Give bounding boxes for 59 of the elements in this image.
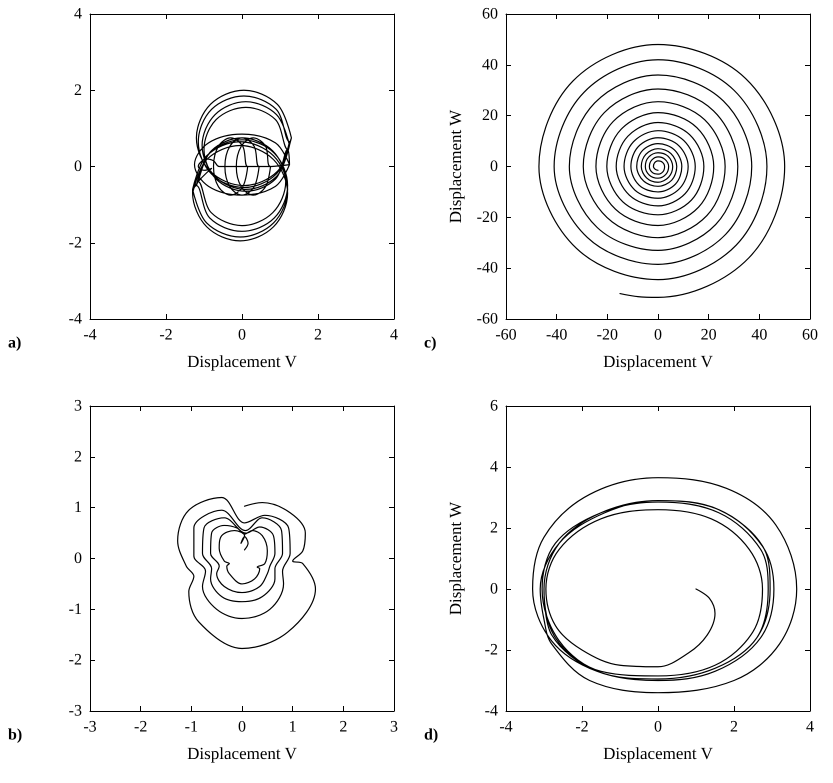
x-tick-label: -20 xyxy=(596,326,618,344)
x-tick-label: 60 xyxy=(802,326,818,344)
y-tick-label: 4 xyxy=(490,458,498,475)
y-tick-label: -40 xyxy=(476,260,498,277)
y-tick-label: 4 xyxy=(74,6,82,22)
y-tick-label: 0 xyxy=(74,158,82,175)
x-tick-label: 4 xyxy=(390,326,398,344)
y-tick-label: -4 xyxy=(484,702,498,719)
x-tick-label: 40 xyxy=(751,326,768,344)
y-tick-label: -4 xyxy=(68,310,82,328)
x-tick-label: -2 xyxy=(575,718,589,735)
x-tick-label: -2 xyxy=(134,718,148,735)
x-tick-label: 1 xyxy=(288,718,297,735)
y-tick-label: 2 xyxy=(490,519,498,536)
line-series xyxy=(532,476,798,693)
y-axis-title: Displacement W xyxy=(446,108,465,224)
y-tick-label: 3 xyxy=(74,397,82,414)
x-tick-label: 2 xyxy=(339,718,348,735)
y-tick-label: 1 xyxy=(74,498,82,516)
x-tick-label: -1 xyxy=(184,718,198,735)
y-tick-label: 20 xyxy=(482,107,498,124)
x-axis-title: Displacement V xyxy=(187,744,298,762)
x-tick-label: 0 xyxy=(238,326,246,344)
x-tick-label: 3 xyxy=(390,718,398,735)
x-tick-label: -2 xyxy=(159,326,173,344)
x-tick-label: 20 xyxy=(700,326,717,344)
x-axis-title: Displacement V xyxy=(603,744,714,762)
y-tick-label: -2 xyxy=(484,641,498,658)
x-axis-title: Displacement V xyxy=(603,352,714,371)
y-tick-label: 40 xyxy=(482,56,498,74)
y-tick-label: -60 xyxy=(476,310,498,328)
y-tick-label: 0 xyxy=(74,550,82,566)
x-axis-title: Displacement V xyxy=(187,352,298,371)
line-series xyxy=(192,90,292,242)
text: c) xyxy=(424,334,436,352)
y-tick-label: 2 xyxy=(74,448,82,465)
y-tick-label: -1 xyxy=(68,600,82,618)
line-series xyxy=(538,44,786,298)
line-series xyxy=(177,496,316,649)
x-tick-label: 2 xyxy=(314,326,322,344)
y-tick-label: -2 xyxy=(68,234,82,252)
x-tick-label: 0 xyxy=(238,718,246,735)
y-tick-label: 60 xyxy=(482,6,498,22)
y-axis-title: Displacement W xyxy=(446,500,465,615)
x-tick-label: 4 xyxy=(806,718,814,735)
y-tick-label: -2 xyxy=(68,651,82,668)
text: b) xyxy=(8,726,22,743)
y-tick-label: -20 xyxy=(476,208,498,226)
x-tick-label: -40 xyxy=(546,326,568,344)
x-tick-label: 2 xyxy=(730,718,738,735)
text: a) xyxy=(8,334,22,352)
y-tick-label: 6 xyxy=(490,397,498,414)
y-tick-label: 2 xyxy=(74,82,82,99)
y-tick-label: 0 xyxy=(490,158,498,175)
x-tick-label: 0 xyxy=(654,718,662,735)
y-tick-label: -3 xyxy=(68,702,82,719)
y-tick-label: 0 xyxy=(490,580,498,597)
text: d) xyxy=(424,726,438,743)
x-tick-label: 0 xyxy=(654,326,662,344)
